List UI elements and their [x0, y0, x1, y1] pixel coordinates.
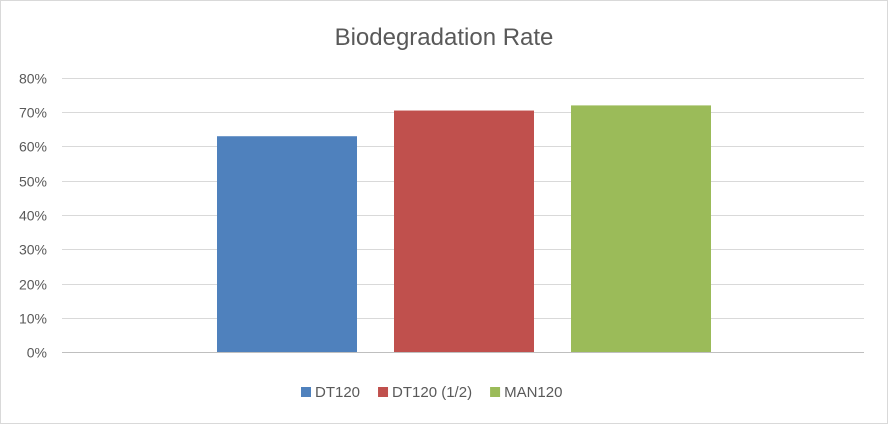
legend-swatch — [301, 387, 311, 397]
y-tick-label: 50% — [19, 174, 47, 190]
chart-title: Biodegradation Rate — [335, 24, 554, 51]
y-tick-label: 20% — [19, 277, 47, 293]
y-tick-label: 0% — [27, 345, 47, 361]
legend-swatch — [378, 387, 389, 397]
bar-dt120 — [217, 136, 357, 352]
legend-label: DT120 — [315, 384, 360, 401]
y-tick-label: 30% — [19, 242, 47, 258]
legend-label: DT120 (1/2) — [392, 384, 472, 401]
legend-label: MAN120 — [504, 384, 562, 401]
y-tick-label: 60% — [19, 139, 47, 155]
y-tick-label: 10% — [19, 311, 47, 327]
bar-man120 — [571, 105, 711, 353]
bar-dt120-1-2 — [394, 110, 534, 352]
bars — [217, 105, 711, 353]
y-axis-tick-labels: 0% 10% 20% 30% 40% 50% 60% 70% 80% — [19, 71, 47, 361]
legend-swatch — [490, 387, 501, 397]
y-tick-label: 40% — [19, 208, 47, 224]
y-tick-label: 80% — [19, 71, 47, 87]
y-tick-label: 70% — [19, 105, 47, 121]
legend: DT120 DT120 (1/2) MAN120 — [301, 384, 562, 401]
